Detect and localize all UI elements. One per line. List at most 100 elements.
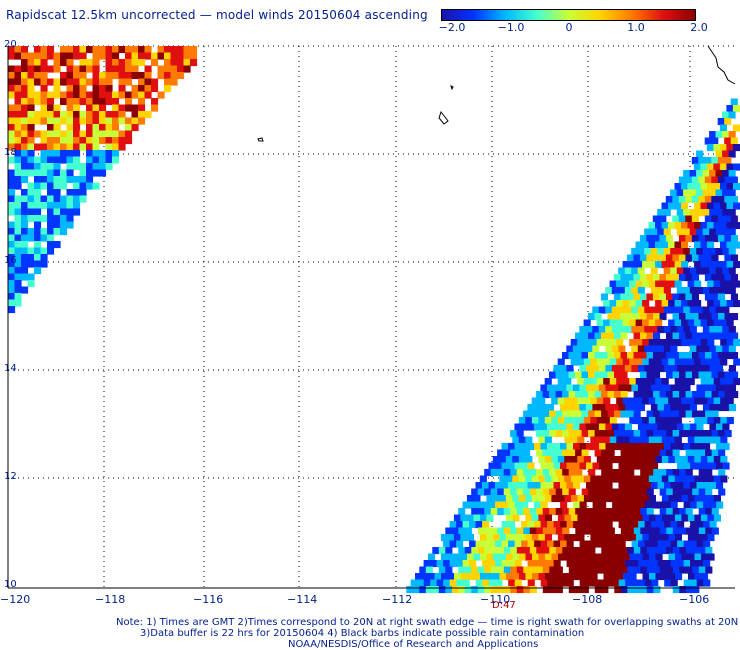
colorbar-tick-label: 2.0 — [690, 21, 708, 34]
wind-cell — [484, 566, 492, 574]
wind-cell — [631, 306, 639, 314]
wind-cell — [73, 85, 81, 93]
wind-cell — [512, 475, 520, 483]
wind-cell — [707, 319, 715, 327]
wind-cell — [464, 566, 472, 574]
wind-cell — [631, 287, 639, 295]
wind-cell — [644, 384, 652, 392]
wind-cell — [661, 456, 669, 464]
wind-cell — [560, 579, 568, 587]
wind-cell — [648, 358, 656, 366]
wind-cell — [449, 521, 457, 529]
wind-cell — [8, 234, 16, 242]
wind-cell — [27, 150, 35, 158]
wind-cell — [620, 527, 628, 535]
wind-cell — [177, 65, 185, 73]
wind-cell — [53, 176, 61, 184]
wind-cell — [599, 560, 607, 568]
wind-cell — [73, 130, 81, 138]
wind-cell — [694, 397, 702, 405]
wind-cell — [53, 228, 61, 236]
wind-cell — [586, 560, 594, 568]
wind-cell — [685, 566, 693, 574]
wind-cell — [118, 137, 126, 145]
wind-cell — [655, 378, 663, 386]
wind-cell — [664, 501, 672, 509]
wind-cell — [642, 397, 650, 405]
wind-cell — [484, 469, 492, 477]
wind-cell — [698, 157, 706, 165]
wind-cell — [40, 260, 48, 268]
wind-cell — [499, 456, 507, 464]
wind-cell — [445, 527, 453, 535]
wind-cell — [99, 156, 107, 164]
wind-cell — [609, 534, 617, 542]
wind-cell — [687, 183, 695, 191]
wind-cell — [66, 156, 74, 164]
wind-cell — [676, 267, 684, 275]
wind-cell — [609, 514, 617, 522]
wind-cell — [456, 560, 464, 568]
wind-cell — [438, 566, 446, 574]
wind-cell — [27, 143, 35, 151]
wind-cell — [607, 371, 615, 379]
wind-cell — [590, 573, 598, 581]
wind-cell — [631, 540, 639, 548]
wind-cell — [86, 59, 94, 67]
wind-cell — [704, 293, 712, 301]
wind-cell — [21, 228, 29, 236]
wind-cell — [594, 508, 602, 516]
wind-cell — [696, 248, 704, 256]
wind-cell — [659, 469, 667, 477]
wind-cell — [624, 287, 632, 295]
wind-cell — [53, 78, 61, 86]
wind-cell — [99, 163, 107, 171]
wind-cell — [709, 521, 717, 529]
wind-cell — [92, 137, 100, 145]
wind-cell — [590, 553, 598, 561]
wind-cell — [724, 391, 732, 399]
wind-cell — [670, 267, 678, 275]
wind-cell — [464, 586, 472, 594]
wind-cell — [66, 52, 74, 60]
wind-cell — [53, 124, 61, 132]
wind-cell — [633, 566, 641, 574]
wind-cell — [601, 410, 609, 418]
wind-cell — [726, 300, 734, 308]
wind-cell — [564, 417, 572, 425]
wind-cell — [86, 182, 94, 190]
wind-cell — [592, 404, 600, 412]
wind-cell — [620, 371, 628, 379]
wind-cell — [495, 462, 503, 470]
wind-cell — [707, 417, 715, 425]
wind-cell — [66, 150, 74, 158]
wind-cell — [34, 59, 42, 67]
wind-cell — [698, 430, 706, 438]
wind-cell — [670, 248, 678, 256]
wind-cell — [118, 46, 126, 54]
wind-cell — [679, 391, 687, 399]
wind-cell — [664, 540, 672, 548]
wind-cell — [592, 501, 600, 509]
wind-cell — [514, 560, 522, 568]
wind-cell — [584, 573, 592, 581]
wind-cell — [687, 378, 695, 386]
wind-cell — [629, 456, 637, 464]
wind-cell — [586, 462, 594, 470]
wind-cell — [538, 553, 546, 561]
wind-cell — [493, 573, 501, 581]
wind-cell — [685, 274, 693, 282]
wind-cell — [47, 98, 55, 106]
wind-cell — [713, 261, 721, 269]
wind-cell — [713, 163, 721, 171]
wind-cell — [112, 52, 120, 60]
wind-cell — [694, 183, 702, 191]
wind-cell — [696, 228, 704, 236]
wind-cell — [694, 339, 702, 347]
wind-cell — [60, 208, 68, 216]
wind-cell — [612, 540, 620, 548]
wind-cell — [60, 130, 68, 138]
wind-cell — [547, 462, 555, 470]
wind-cell — [601, 527, 609, 535]
wind-cell — [724, 176, 732, 184]
